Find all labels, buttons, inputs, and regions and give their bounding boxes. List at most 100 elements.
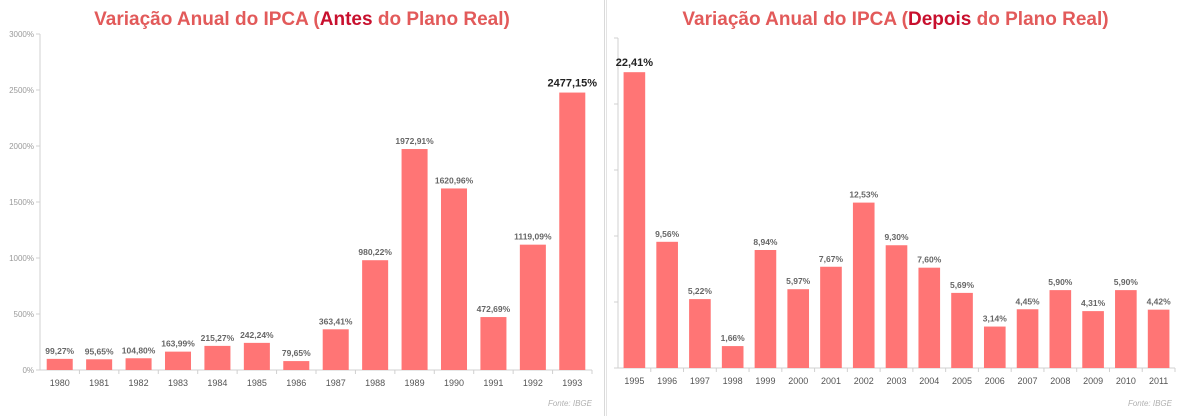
data-label: 22,41% <box>616 57 654 69</box>
data-label: 4,31% <box>1081 298 1106 308</box>
bar <box>1016 309 1039 368</box>
x-tick-label: 2011 <box>1149 376 1168 386</box>
bar <box>480 317 507 370</box>
bar <box>983 326 1006 368</box>
bar <box>204 345 231 370</box>
bar-chart-before: 0% 500% 1000% 1500% 2000% 2500% 3000% 99,27% 198… <box>9 30 598 388</box>
x-tick-label: 2002 <box>854 376 874 386</box>
x-tick-label: 1993 <box>562 378 582 388</box>
y-tick-label: 3000% <box>9 30 34 39</box>
data-label: 4,42% <box>1147 297 1172 307</box>
y-tick-label: 1500% <box>9 198 34 207</box>
bar <box>86 359 113 370</box>
x-tick-label: 1991 <box>483 378 503 388</box>
title-part: do Plano Real) <box>971 9 1109 30</box>
bar <box>283 361 310 370</box>
y-tick-label: 2500% <box>9 86 34 95</box>
x-tick-label: 1996 <box>657 376 677 386</box>
bar <box>1147 309 1170 368</box>
bar-chart-after: 22,41% 1995 9,56% 1996 5,22% 1997 1,66% 1998 8,9… <box>614 37 1176 386</box>
data-label: 12,53% <box>849 190 878 200</box>
bar <box>656 241 678 368</box>
bar <box>322 329 349 370</box>
x-tick-label: 1980 <box>50 378 70 388</box>
data-label: 3,14% <box>983 314 1008 324</box>
source-note: Fonte: IBGE <box>1127 399 1172 408</box>
x-tick-label: 2000 <box>788 376 808 386</box>
x-tick-label: 2005 <box>952 376 972 386</box>
title-part: Variação Anual do IPCA ( <box>682 9 908 30</box>
data-label: 1119,09% <box>514 232 552 242</box>
data-label: 5,90% <box>1114 277 1139 287</box>
x-tick-label: 1997 <box>690 376 710 386</box>
bar <box>820 266 842 368</box>
bar <box>689 299 711 368</box>
bar <box>623 72 646 369</box>
title-part: Variação Anual do IPCA ( <box>94 9 320 30</box>
bar <box>918 267 941 368</box>
data-label: 1,66% <box>721 333 746 343</box>
data-label: 215,27% <box>201 333 235 343</box>
data-label: 104,80% <box>122 345 156 355</box>
data-label: 95,65% <box>85 346 114 356</box>
x-tick-label: 2003 <box>886 376 906 386</box>
data-label: 1620,96% <box>435 175 474 185</box>
x-tick-label: 1995 <box>624 376 644 386</box>
title-highlight: Depois <box>907 9 972 30</box>
data-label: 5,97% <box>786 276 811 286</box>
title-highlight: Antes <box>319 9 373 30</box>
data-label: 242,24% <box>240 330 274 340</box>
x-tick-label: 1986 <box>286 378 306 388</box>
bar <box>721 346 744 368</box>
x-tick-label: 2008 <box>1050 376 1070 386</box>
data-label: 5,69% <box>950 280 975 290</box>
chart-panel-before: Variação Anual do IPCA (Antes do Plano R… <box>0 0 605 416</box>
x-tick-label: 2009 <box>1083 376 1103 386</box>
x-tick-label: 1999 <box>755 376 775 386</box>
data-label: 9,30% <box>884 232 909 242</box>
data-label: 163,99% <box>161 339 195 349</box>
data-label: 79,65% <box>282 348 311 358</box>
x-tick-label: 2010 <box>1116 376 1136 386</box>
x-tick-label: 1987 <box>326 378 346 388</box>
y-tick-label: 1000% <box>9 254 34 263</box>
bar <box>164 351 192 370</box>
x-tick-label: 1988 <box>365 378 385 388</box>
bar <box>559 92 586 370</box>
x-tick-label: 2007 <box>1018 376 1038 386</box>
source-note: Fonte: IBGE <box>547 399 592 408</box>
bar <box>362 260 389 370</box>
x-tick-label: 1990 <box>444 378 464 388</box>
x-tick-label: 2006 <box>985 376 1005 386</box>
y-tick-label: 2000% <box>9 142 34 151</box>
bar <box>885 245 908 368</box>
bar <box>125 358 152 370</box>
bar <box>1049 290 1072 368</box>
chart-title-after: Variação Anual do IPCA (Depois do Plano … <box>607 9 1183 31</box>
chart-panel-after: Variação Anual do IPCA (Depois do Plano … <box>606 0 1183 416</box>
data-label: 7,60% <box>917 255 942 265</box>
data-label: 2477,15% <box>548 78 598 90</box>
y-tick-label: 500% <box>14 310 34 319</box>
x-tick-label: 2004 <box>919 376 939 386</box>
x-tick-label: 1992 <box>523 378 543 388</box>
data-label: 5,22% <box>688 286 713 296</box>
bar <box>440 188 468 370</box>
bar <box>787 289 810 368</box>
x-tick-label: 1998 <box>723 376 743 386</box>
data-label: 4,45% <box>1016 296 1041 306</box>
bar <box>1115 290 1137 368</box>
chart-title-before: Variação Anual do IPCA (Antes do Plano R… <box>0 9 604 31</box>
bar <box>243 342 270 370</box>
bar <box>754 249 777 368</box>
x-tick-label: 1983 <box>168 378 188 388</box>
bar <box>1082 311 1104 368</box>
data-label: 472,69% <box>477 304 511 314</box>
x-tick-label: 2001 <box>821 376 841 386</box>
x-tick-label: 1981 <box>89 378 109 388</box>
bar <box>951 292 973 368</box>
data-label: 8,94% <box>753 237 778 247</box>
bar <box>852 202 875 368</box>
data-label: 7,67% <box>819 254 844 264</box>
x-tick-label: 1984 <box>207 378 227 388</box>
